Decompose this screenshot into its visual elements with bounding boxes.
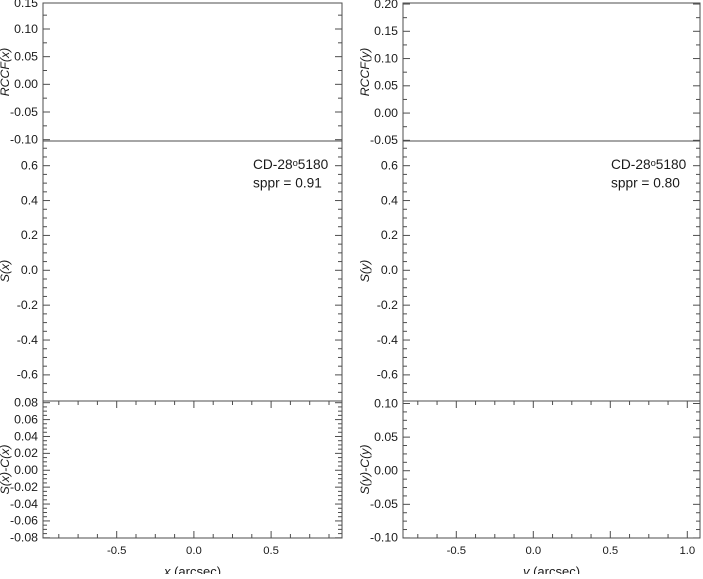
svg-text:0.2: 0.2 (21, 228, 38, 242)
svg-text:-0.2: -0.2 (17, 298, 38, 312)
svg-text:-0.05: -0.05 (370, 497, 398, 511)
svg-text:0.00: 0.00 (14, 463, 38, 477)
svg-text:-0.05: -0.05 (370, 133, 398, 147)
svg-text:-0.4: -0.4 (17, 333, 38, 347)
svg-text:-0.10: -0.10 (10, 132, 38, 146)
svg-text:S(x): S(x) (0, 260, 12, 283)
svg-text:x (arcsec): x (arcsec) (163, 564, 221, 574)
svg-text:0.0: 0.0 (381, 263, 398, 277)
svg-text:0.06: 0.06 (14, 412, 38, 426)
svg-text:0.5: 0.5 (602, 545, 618, 557)
svg-text:0.05: 0.05 (14, 49, 38, 63)
svg-text:-0.5: -0.5 (447, 545, 466, 557)
svg-text:0.05: 0.05 (374, 430, 398, 444)
svg-text:0.04: 0.04 (14, 429, 38, 443)
svg-text:0.10: 0.10 (14, 22, 38, 36)
svg-text:S(y)-C(y): S(y)-C(y) (358, 445, 372, 495)
svg-text:-0.10: -0.10 (370, 531, 398, 545)
svg-text:-0.05: -0.05 (10, 105, 38, 119)
svg-text:0.15: 0.15 (14, 0, 38, 10)
svg-text:-0.06: -0.06 (10, 514, 38, 528)
svg-text:-0.5: -0.5 (107, 545, 126, 557)
svg-text:-0.6: -0.6 (377, 368, 398, 382)
svg-text:0.0: 0.0 (21, 263, 38, 277)
svg-text:0.0: 0.0 (525, 545, 541, 557)
svg-text:-0.6: -0.6 (17, 368, 38, 382)
svg-text:1.0: 1.0 (679, 545, 695, 557)
svg-text:0.00: 0.00 (374, 464, 398, 478)
svg-text:CD-28o5180: CD-28o5180 (611, 157, 687, 172)
svg-text:-0.4: -0.4 (377, 333, 398, 347)
svg-text:0.00: 0.00 (374, 106, 398, 120)
svg-text:0.4: 0.4 (381, 193, 398, 207)
svg-text:0.05: 0.05 (374, 79, 398, 93)
svg-text:-0.2: -0.2 (377, 298, 398, 312)
svg-text:S(y): S(y) (358, 260, 372, 283)
svg-text:S(x)-C(x): S(x)-C(x) (0, 445, 12, 495)
svg-text:RCCF(y): RCCF(y) (358, 48, 372, 97)
svg-text:-0.08: -0.08 (10, 531, 38, 545)
svg-text:0.10: 0.10 (374, 51, 398, 65)
svg-text:0.02: 0.02 (14, 446, 38, 460)
svg-text:0.15: 0.15 (374, 24, 398, 38)
svg-text:0.20: 0.20 (374, 0, 398, 11)
svg-text:0.08: 0.08 (14, 396, 38, 410)
svg-text:-0.02: -0.02 (10, 480, 38, 494)
svg-text:0.4: 0.4 (21, 193, 38, 207)
svg-text:0.6: 0.6 (21, 158, 38, 172)
svg-text:sppr = 0.91: sppr = 0.91 (253, 176, 322, 191)
svg-text:0.2: 0.2 (381, 228, 398, 242)
svg-text:y (arcsec): y (arcsec) (522, 564, 580, 574)
svg-text:0.0: 0.0 (186, 545, 202, 557)
svg-text:sppr = 0.80: sppr = 0.80 (611, 176, 680, 191)
svg-text:CD-28o5180: CD-28o5180 (253, 157, 329, 172)
svg-text:0.6: 0.6 (381, 158, 398, 172)
svg-text:0.10: 0.10 (374, 396, 398, 410)
svg-text:RCCF(x): RCCF(x) (0, 48, 12, 97)
svg-text:0.00: 0.00 (14, 77, 38, 91)
svg-text:0.5: 0.5 (263, 545, 279, 557)
svg-text:-0.04: -0.04 (10, 497, 38, 511)
